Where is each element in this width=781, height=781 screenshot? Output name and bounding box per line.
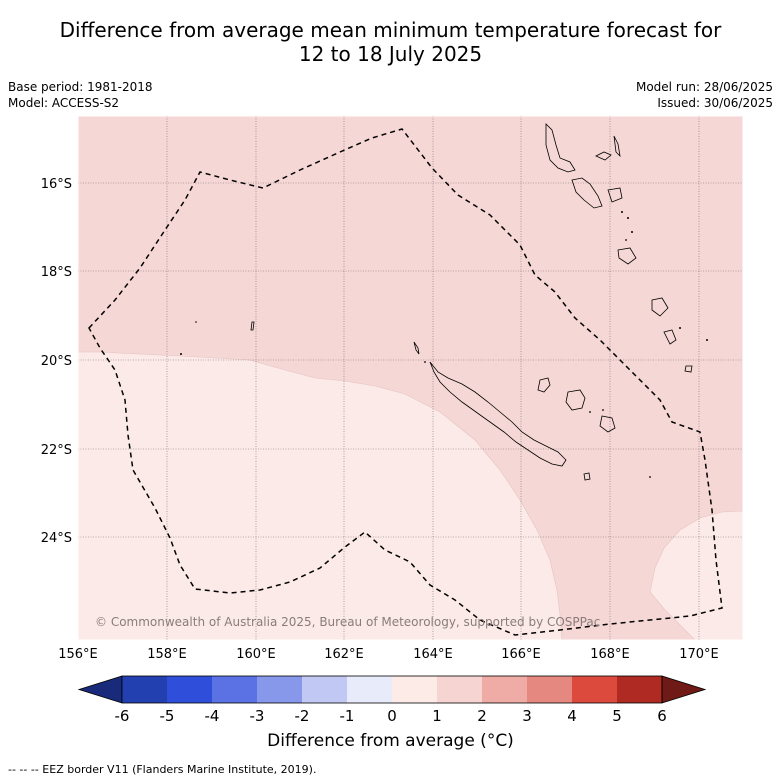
colorbar-swatch bbox=[437, 676, 482, 703]
lon-label: 166°E bbox=[501, 647, 541, 662]
colorbar-swatch bbox=[257, 676, 302, 703]
colorbar-tick-label: 0 bbox=[387, 707, 397, 725]
longitude-labels: 156°E 158°E 160°E 162°E 164°E 166°E 168°… bbox=[58, 647, 719, 662]
colorbar-title-unit: °C) bbox=[486, 731, 514, 751]
colorbar-tick-label: -3 bbox=[250, 707, 265, 725]
issued-date: Issued: 30/06/2025 bbox=[657, 96, 773, 110]
colorbar-tick-label: 4 bbox=[567, 707, 577, 725]
colorbar-outline bbox=[121, 675, 663, 704]
lon-label: 164°E bbox=[413, 647, 453, 662]
vanuatu-espiritu-santo bbox=[545, 123, 576, 173]
loyalty-lifou bbox=[565, 389, 586, 411]
belep-islands bbox=[413, 341, 420, 355]
model-name: Model: ACCESS-S2 bbox=[8, 96, 120, 110]
colorbar-swatch bbox=[347, 676, 392, 703]
colorbar-swatch bbox=[482, 676, 527, 703]
colorbar-swatch bbox=[617, 676, 662, 703]
copyright-text: © Commonwealth of Australia 2025, Bureau… bbox=[95, 615, 600, 629]
islands bbox=[250, 123, 693, 481]
chesterfield-reef bbox=[250, 321, 255, 331]
lon-label: 162°E bbox=[324, 647, 364, 662]
colorbar-swatch bbox=[572, 676, 617, 703]
small-islets bbox=[180, 211, 708, 478]
vanuatu-maewo bbox=[613, 135, 621, 158]
model-run: Model run: 28/06/2025 bbox=[635, 80, 773, 94]
title-line-1: Difference from average mean minimum tem… bbox=[59, 18, 722, 42]
lat-label: 22°S bbox=[41, 443, 72, 458]
base-period: Base period: 1981-2018 bbox=[8, 80, 153, 94]
lat-label: 24°S bbox=[41, 531, 72, 546]
colorbar-swatch bbox=[527, 676, 572, 703]
colorbar-swatch bbox=[302, 676, 347, 703]
lat-label: 18°S bbox=[41, 265, 72, 280]
vanuatu-malekula bbox=[571, 177, 603, 209]
loyalty-ouvea bbox=[537, 377, 551, 393]
vanuatu-erromango bbox=[651, 297, 669, 317]
colorbar-title: Difference from average (°C) bbox=[0, 731, 781, 751]
colorbar-swatch bbox=[392, 676, 437, 703]
isle-of-pines bbox=[583, 472, 591, 481]
colorbar-tick-label: 6 bbox=[657, 707, 667, 725]
colorbar-swatch bbox=[212, 676, 257, 703]
lat-label: 16°S bbox=[41, 177, 72, 192]
loyalty-mare bbox=[599, 415, 616, 433]
colorbar-swatch bbox=[122, 676, 167, 703]
lon-label: 168°E bbox=[590, 647, 630, 662]
colorbar-tick-label: -6 bbox=[115, 707, 130, 725]
map-frame bbox=[77, 115, 744, 641]
colorbar-tick-label: -1 bbox=[340, 707, 355, 725]
lat-label: 20°S bbox=[41, 354, 72, 369]
colorbar-tick-label: -5 bbox=[160, 707, 175, 725]
colorbar-swatch bbox=[167, 676, 212, 703]
colorbar-tick-label: 2 bbox=[477, 707, 487, 725]
eez-legend-note: -- -- -- EEZ border V11 (Flanders Marine… bbox=[8, 763, 317, 776]
lon-label: 170°E bbox=[679, 647, 719, 662]
graticule bbox=[78, 116, 743, 640]
map-title: Difference from average mean minimum tem… bbox=[0, 18, 781, 66]
lon-label: 158°E bbox=[147, 647, 187, 662]
colorbar-tick-label: 3 bbox=[522, 707, 532, 725]
colorbar-extend-high bbox=[661, 675, 707, 704]
colorbar-title-text: Difference from average ( bbox=[267, 731, 487, 751]
lon-label: 160°E bbox=[236, 647, 276, 662]
new-caledonia-grande-terre bbox=[429, 361, 567, 467]
vanuatu-efate bbox=[617, 247, 637, 265]
lon-label: 156°E bbox=[58, 647, 98, 662]
colorbar-tick-label: 5 bbox=[612, 707, 622, 725]
meta-right: Model run: 28/06/2025 Issued: 30/06/2025 bbox=[636, 79, 773, 111]
map-area: © Commonwealth of Australia 2025, Bureau… bbox=[78, 116, 743, 640]
colorbar-tick-label: -2 bbox=[295, 707, 310, 725]
vanuatu-ambae bbox=[595, 151, 612, 161]
vanuatu-aneityum bbox=[684, 365, 693, 373]
eez-border bbox=[88, 128, 723, 636]
colorbar-extend-low bbox=[77, 675, 123, 704]
vanuatu-tanna bbox=[663, 329, 677, 345]
vanuatu-pentecost bbox=[607, 187, 623, 203]
latitude-labels: 16°S 18°S 20°S 22°S 24°S bbox=[41, 177, 72, 546]
anomaly-band-0-1-southeast bbox=[649, 510, 743, 640]
colorbar: -6 -5 -4 -3 -2 -1 0 1 2 3 4 5 6 bbox=[77, 675, 707, 725]
colorbar-tick-label: -4 bbox=[205, 707, 220, 725]
meta-left: Base period: 1981-2018 Model: ACCESS-S2 bbox=[8, 79, 153, 111]
title-line-2: 12 to 18 July 2025 bbox=[298, 42, 483, 66]
colorbar-tick-label: 1 bbox=[432, 707, 442, 725]
